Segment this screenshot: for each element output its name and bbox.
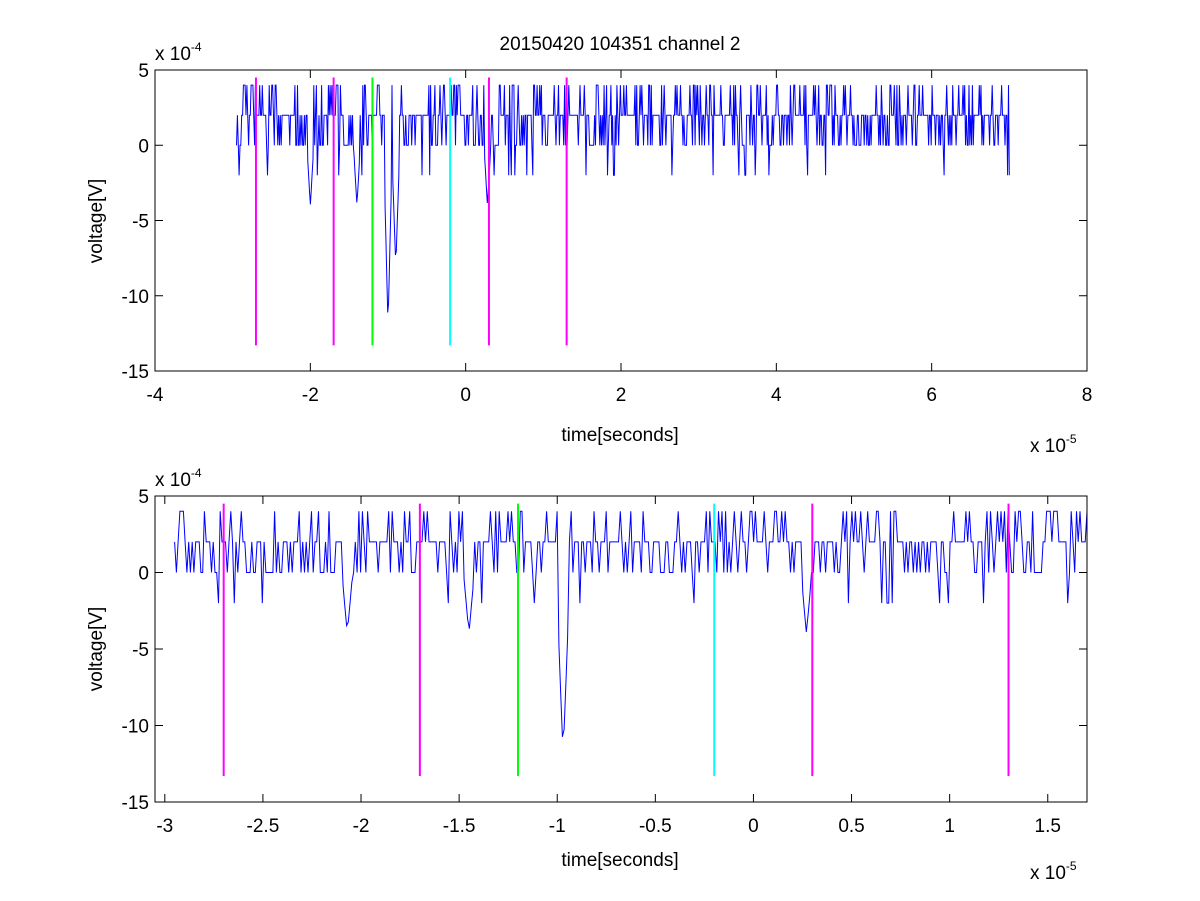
x-tick-label: 0 — [460, 385, 471, 406]
y-tick-label: -10 — [122, 287, 149, 308]
x-tick-label: -0.5 — [639, 816, 672, 837]
plot-bottom: -3 -2.5 -2 -1.5 -1 -0.5 0 0.5 1 1.5 5 0 -5 -10 -15 x … — [86, 466, 1088, 884]
plot-bottom-ylabel: voltage[V] — [86, 607, 107, 692]
plot-bottom-x-multiplier: x 10-5 — [1030, 859, 1077, 884]
x-tick-label: -1.5 — [443, 816, 476, 837]
plot-bottom-yticks: 5 0 -5 -10 -15 — [122, 487, 1087, 814]
plot-bottom-xlabel: time[seconds] — [561, 850, 678, 871]
x-tick-label: 8 — [1082, 385, 1093, 406]
x-tick-label: 1 — [944, 816, 955, 837]
plot-top-yticks: 5 0 -5 -10 -15 — [122, 61, 1087, 383]
plot-top-xlabel: time[seconds] — [561, 425, 678, 446]
plot-top-ylabel: voltage[V] — [86, 179, 107, 264]
plot-top-markers — [254, 77, 568, 346]
plot-top: -4 -2 0 2 4 6 8 5 0 -5 -10 -15 x 10-4 x 10-5 time[… — [86, 40, 1092, 457]
x-tick-label: 6 — [926, 385, 937, 406]
figure-title: 20150420 104351 channel 2 — [500, 34, 741, 55]
x-tick-label: 1.5 — [1035, 816, 1061, 837]
x-tick-label: -3 — [156, 816, 173, 837]
plot-top-xticks: -4 -2 0 2 4 6 8 — [147, 70, 1093, 406]
plot-bottom-xticks: -3 -2.5 -2 -1.5 -1 -0.5 0 0.5 1 1.5 — [156, 496, 1061, 837]
plot-top-x-multiplier: x 10-5 — [1030, 432, 1077, 457]
plot-top-y-multiplier: x 10-4 — [155, 40, 202, 65]
voltage-trace — [236, 84, 1010, 313]
y-tick-label: -5 — [132, 640, 149, 661]
plot-bottom-y-multiplier: x 10-4 — [155, 466, 202, 491]
x-tick-label: 4 — [771, 385, 782, 406]
y-tick-label: 0 — [138, 564, 149, 585]
x-tick-label: -2.5 — [247, 816, 280, 837]
y-tick-label: -5 — [132, 212, 149, 233]
plot-bottom-markers — [222, 503, 1010, 776]
y-tick-label: -15 — [122, 362, 149, 383]
y-tick-label: -15 — [122, 793, 149, 814]
x-tick-label: -2 — [353, 816, 370, 837]
x-tick-label: 0 — [748, 816, 759, 837]
y-tick-label: -10 — [122, 717, 149, 738]
y-tick-label: 0 — [138, 136, 149, 157]
plot-top-series — [236, 84, 1010, 313]
voltage-trace — [174, 510, 1088, 737]
x-tick-label: -4 — [147, 385, 164, 406]
x-tick-label: -2 — [302, 385, 319, 406]
x-tick-label: -1 — [549, 816, 566, 837]
x-tick-label: 2 — [616, 385, 627, 406]
x-tick-label: 0.5 — [838, 816, 864, 837]
y-tick-label: 5 — [138, 61, 149, 82]
plot-bottom-series — [174, 510, 1088, 737]
y-tick-label: 5 — [138, 487, 149, 508]
